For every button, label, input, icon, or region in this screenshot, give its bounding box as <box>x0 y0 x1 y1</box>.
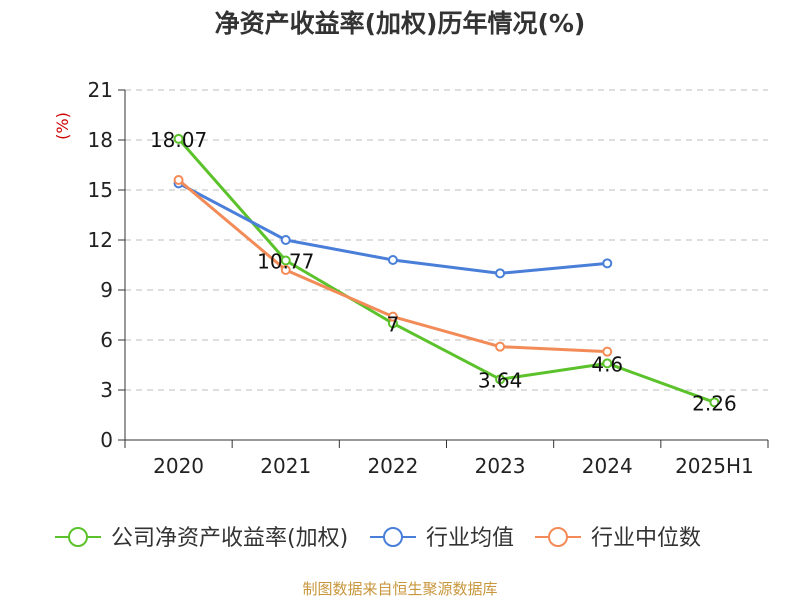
series-layer <box>173 133 720 408</box>
data-point <box>495 268 506 279</box>
data-point <box>280 255 291 266</box>
y-tick-label: 15 <box>88 178 113 202</box>
x-tick-label: 2022 <box>367 454 418 478</box>
data-point <box>602 258 613 269</box>
legend-marker <box>548 527 568 547</box>
data-label: 4.6 <box>591 352 623 376</box>
series-line-0 <box>177 137 715 404</box>
y-tick-label: 6 <box>100 328 113 352</box>
legend-item-0[interactable]: 公司净资产收益率(加权) <box>55 526 348 551</box>
x-tick-label: 2023 <box>475 454 526 478</box>
data-point <box>280 265 291 275</box>
data-point <box>280 235 291 245</box>
y-tick-label: 9 <box>100 278 113 302</box>
legend-item-2[interactable]: 行业中位数 <box>535 526 701 551</box>
data-point <box>709 397 720 408</box>
chart-title: 净资产收益率(加权)历年情况(%) <box>214 9 586 38</box>
x-tick-label: 2021 <box>260 454 311 478</box>
data-point <box>495 341 506 352</box>
x-tick-label: 2025H1 <box>675 454 754 478</box>
y-tick-label: 18 <box>88 128 113 152</box>
data-label: 3.64 <box>478 368 523 392</box>
legend: 公司净资产收益率(加权) 行业均值 行业中位数 <box>55 526 701 551</box>
data-label: 18.07 <box>150 128 207 152</box>
y-tick-label: 21 <box>88 78 113 102</box>
data-label: 2.26 <box>692 391 737 415</box>
y-axis-unit-label: (%) <box>53 112 72 140</box>
legend-label: 公司净资产收益率(加权) <box>111 526 348 551</box>
y-tick-label: 12 <box>88 228 113 252</box>
data-label: 10.77 <box>257 250 314 274</box>
legend-label: 行业中位数 <box>591 526 701 551</box>
data-label: 7 <box>387 312 400 336</box>
y-tick-label: 3 <box>100 378 113 402</box>
x-tick-label: 2024 <box>582 454 633 478</box>
data-point <box>495 374 506 385</box>
data-point <box>602 346 613 357</box>
source-note: 制图数据来自恒生聚源数据库 <box>302 580 498 598</box>
data-point <box>387 255 398 265</box>
data-point <box>173 175 184 185</box>
x-tick-label: 2020 <box>153 454 204 478</box>
legend-marker <box>68 527 88 547</box>
data-point <box>387 311 398 322</box>
grid-lines <box>125 89 768 391</box>
legend-item-1[interactable]: 行业均值 <box>370 526 514 551</box>
data-labels: 18.07 10.77 7 3.64 4.6 2.26 <box>150 128 737 416</box>
axes: 0 3 6 9 12 15 18 21 2020 2021 2022 2023 2024 2025H1 <box>88 78 769 478</box>
legend-label: 行业均值 <box>426 526 514 551</box>
y-tick-label: 0 <box>100 428 113 452</box>
data-point <box>602 358 613 369</box>
legend-marker <box>383 527 403 547</box>
data-point <box>173 133 184 144</box>
